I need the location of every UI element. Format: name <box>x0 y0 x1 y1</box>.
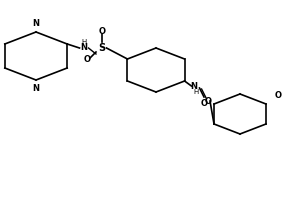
Text: N: N <box>190 82 197 90</box>
Text: O: O <box>83 55 91 64</box>
Text: O: O <box>275 91 282 100</box>
Text: O: O <box>205 98 212 106</box>
Text: N: N <box>32 84 40 93</box>
Text: N: N <box>32 19 40 28</box>
Text: O: O <box>201 99 208 108</box>
Text: S: S <box>98 43 106 53</box>
Text: N: N <box>80 44 88 52</box>
Text: O: O <box>98 27 106 36</box>
Text: H: H <box>194 89 199 95</box>
Text: H: H <box>81 39 87 45</box>
